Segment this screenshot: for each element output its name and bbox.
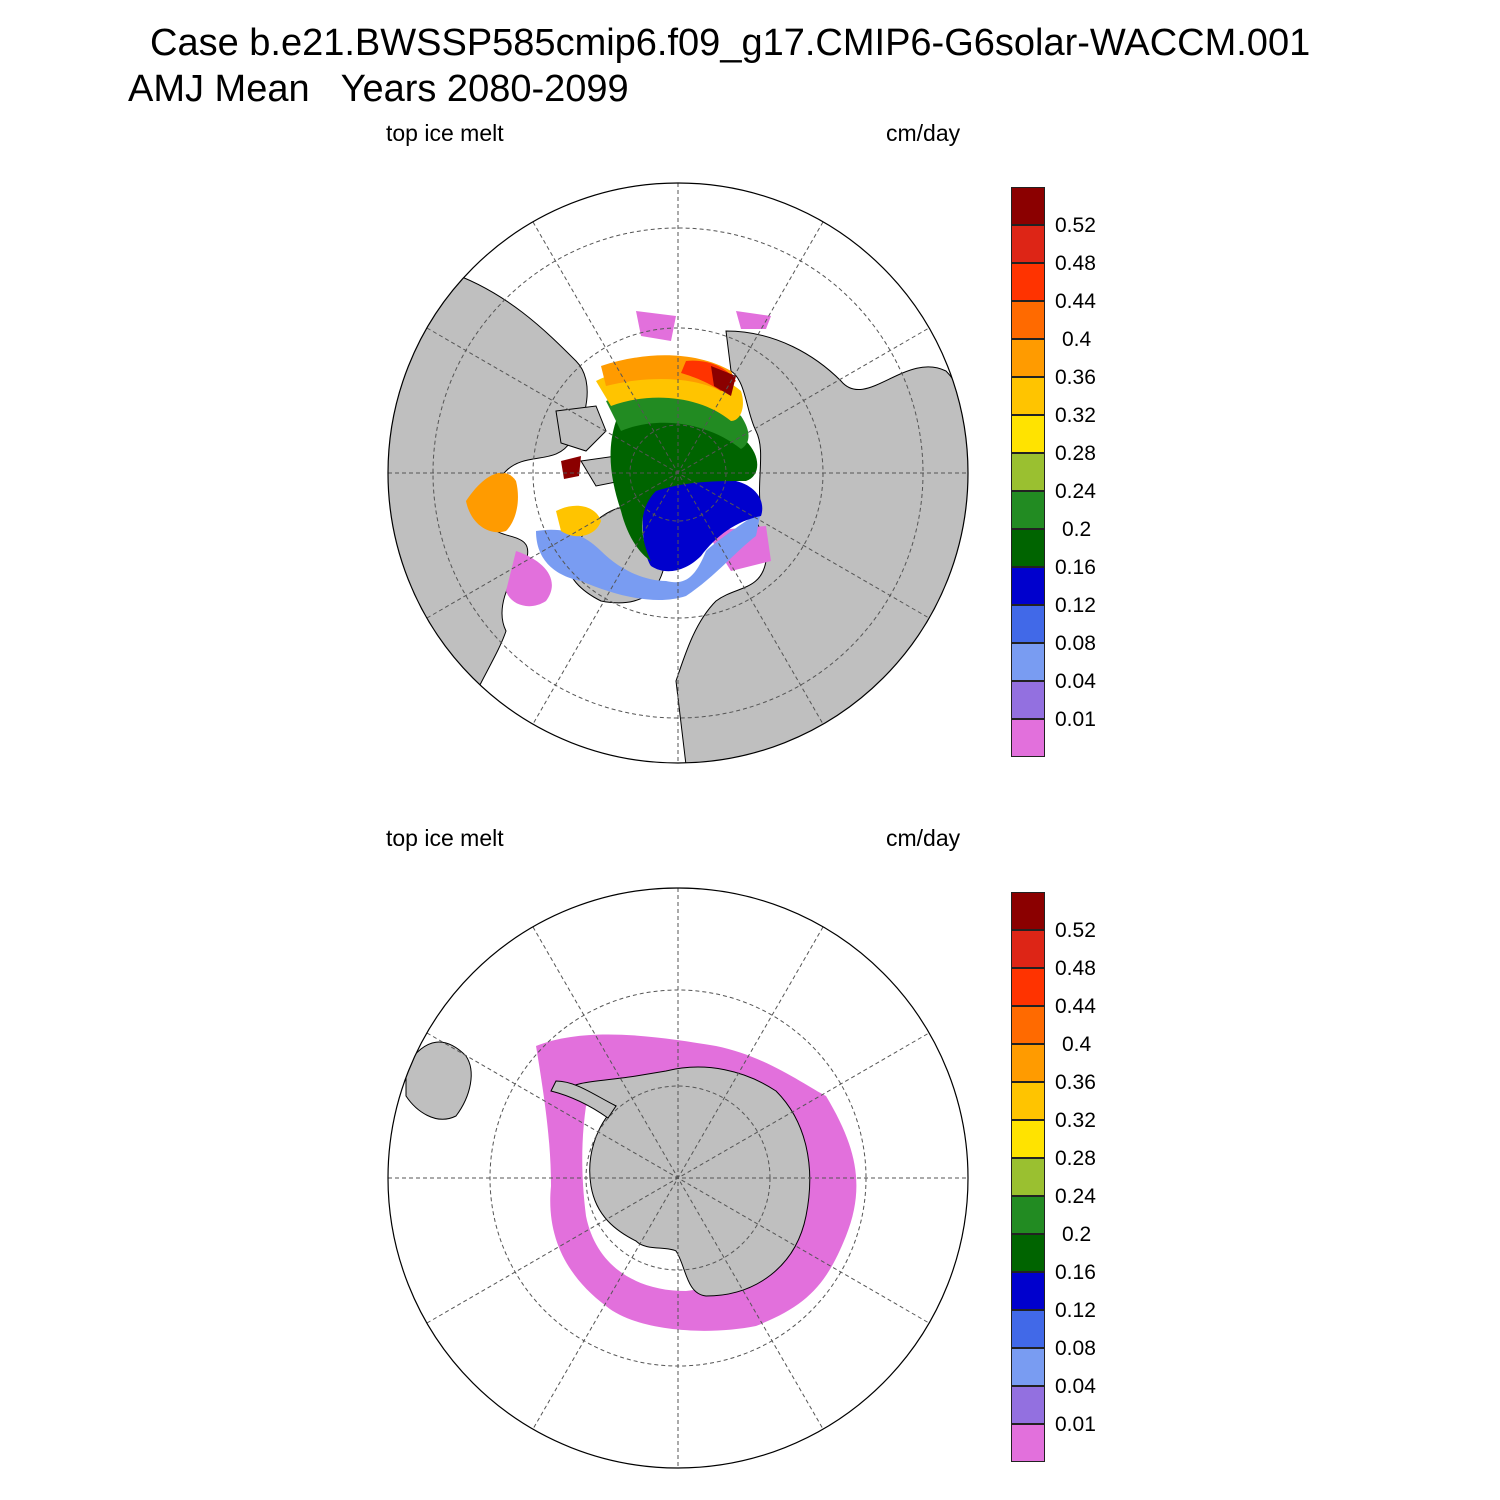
colorbar-tick-label: 0.32 bbox=[1055, 404, 1096, 427]
colorbar-tick-label: 0.01 bbox=[1055, 708, 1096, 731]
colorbar-swatch bbox=[1011, 1196, 1045, 1234]
land-south-america-tip bbox=[405, 1041, 472, 1120]
colorbar-tick-label: 0.4 bbox=[1062, 1033, 1092, 1056]
figure-title-case: Case b.e21.BWSSP585cmip6.f09_g17.CMIP6-G… bbox=[150, 22, 1311, 64]
colorbar-swatch bbox=[1011, 491, 1045, 529]
colorbar-tick-label: 0.2 bbox=[1062, 1223, 1092, 1246]
melt-region-baffin bbox=[466, 472, 518, 533]
antarctic-polar-map bbox=[387, 887, 969, 1469]
map-border bbox=[387, 887, 969, 1469]
colorbar-tick-label: 0.16 bbox=[1055, 556, 1096, 579]
melt-region-0.08 bbox=[536, 511, 761, 601]
south-panel-variable-label: top ice melt bbox=[386, 825, 504, 851]
colorbar-swatch bbox=[1011, 263, 1045, 301]
colorbar-tick-label: 0.08 bbox=[1055, 632, 1096, 655]
melt-region-hudson bbox=[556, 505, 601, 537]
colorbar-swatch bbox=[1011, 1120, 1045, 1158]
colorbar-tick-label: 0.36 bbox=[1055, 1071, 1096, 1094]
north-panel-variable-label: top ice melt bbox=[386, 120, 504, 146]
colorbar-tick-label: 0.04 bbox=[1055, 1375, 1096, 1398]
colorbar-tick-label: 0.12 bbox=[1055, 594, 1096, 617]
south-panel-units-label: cm/day bbox=[886, 825, 961, 851]
colorbar-swatch bbox=[1011, 1310, 1045, 1348]
colorbar-tick-label: 0.28 bbox=[1055, 442, 1096, 465]
colorbar-swatch bbox=[1011, 415, 1045, 453]
colorbar-swatch bbox=[1011, 1386, 1045, 1424]
melt-region-0.52 bbox=[561, 366, 736, 479]
graticule bbox=[388, 888, 968, 1468]
melt-region-0.01 bbox=[506, 311, 771, 607]
colorbar-swatch bbox=[1011, 1348, 1045, 1386]
colorbar-tick-label: 0.32 bbox=[1055, 1109, 1096, 1132]
sea-ice-melt-field bbox=[466, 311, 771, 607]
melt-region-0.12 bbox=[642, 477, 763, 572]
colorbar-tick-label: 0.08 bbox=[1055, 1337, 1096, 1360]
figure-title-period: AMJ Mean Years 2080-2099 bbox=[128, 68, 629, 110]
colorbar-swatch bbox=[1011, 339, 1045, 377]
colorbar-swatch bbox=[1011, 187, 1045, 225]
map-border bbox=[387, 182, 969, 764]
colorbar-swatch bbox=[1011, 377, 1045, 415]
colorbar-tick-label: 0.44 bbox=[1055, 290, 1096, 313]
colorbar-swatch bbox=[1011, 930, 1045, 968]
colorbar-swatch bbox=[1011, 225, 1045, 263]
colorbar-swatch bbox=[1011, 1006, 1045, 1044]
colorbar-swatch bbox=[1011, 453, 1045, 491]
colorbar-swatch bbox=[1011, 643, 1045, 681]
colorbar-swatch bbox=[1011, 1424, 1045, 1462]
colorbar-swatch bbox=[1011, 1234, 1045, 1272]
colorbar-swatch bbox=[1011, 719, 1045, 757]
colorbar-tick-label: 0.01 bbox=[1055, 1413, 1096, 1436]
colorbar-tick-label: 0.16 bbox=[1055, 1261, 1096, 1284]
melt-region-0.16 bbox=[610, 412, 758, 561]
colorbar-tick-label: 0.48 bbox=[1055, 957, 1096, 980]
colorbar-tick-label: 0.48 bbox=[1055, 252, 1096, 275]
colorbar-tick-label: 0.24 bbox=[1055, 1185, 1096, 1208]
colorbar-tick-label: 0.12 bbox=[1055, 1299, 1096, 1322]
graticule bbox=[388, 183, 968, 763]
colorbar-tick-label: 0.28 bbox=[1055, 1147, 1096, 1170]
colorbar-swatch bbox=[1011, 529, 1045, 567]
colorbar-tick-label: 0.52 bbox=[1055, 214, 1096, 237]
colorbar-north: 0.01 0.04 0.08 0.12 0.16 0.2 0.24 0.28 0.32 0.36 0… bbox=[1011, 187, 1096, 757]
colorbar-tick-label: 0.36 bbox=[1055, 366, 1096, 389]
colorbar-swatch bbox=[1011, 301, 1045, 339]
colorbar-tick-label: 0.52 bbox=[1055, 919, 1096, 942]
land-antarctic-peninsula bbox=[550, 1080, 617, 1119]
colorbar-swatch bbox=[1011, 892, 1045, 930]
colorbar-tick-label: 0.2 bbox=[1062, 518, 1092, 541]
colorbar-swatch bbox=[1011, 681, 1045, 719]
colorbar-swatch bbox=[1011, 1082, 1045, 1120]
colorbar-swatch bbox=[1011, 605, 1045, 643]
colorbar-tick-label: 0.4 bbox=[1062, 328, 1092, 351]
colorbar-swatch bbox=[1011, 1044, 1045, 1082]
colorbar-south: 0.01 0.04 0.08 0.12 0.16 0.2 0.24 0.28 0.32 0.36 0… bbox=[1011, 892, 1096, 1462]
colorbar-tick-label: 0.04 bbox=[1055, 670, 1096, 693]
north-panel-units-label: cm/day bbox=[886, 120, 961, 146]
colorbar-tick-label: 0.44 bbox=[1055, 995, 1096, 1018]
colorbar-tick-label: 0.24 bbox=[1055, 480, 1096, 503]
colorbar-swatch bbox=[1011, 1272, 1045, 1310]
colorbar-swatch bbox=[1011, 968, 1045, 1006]
arctic-polar-map bbox=[387, 182, 969, 764]
colorbar-swatch bbox=[1011, 1158, 1045, 1196]
colorbar-swatch bbox=[1011, 567, 1045, 605]
